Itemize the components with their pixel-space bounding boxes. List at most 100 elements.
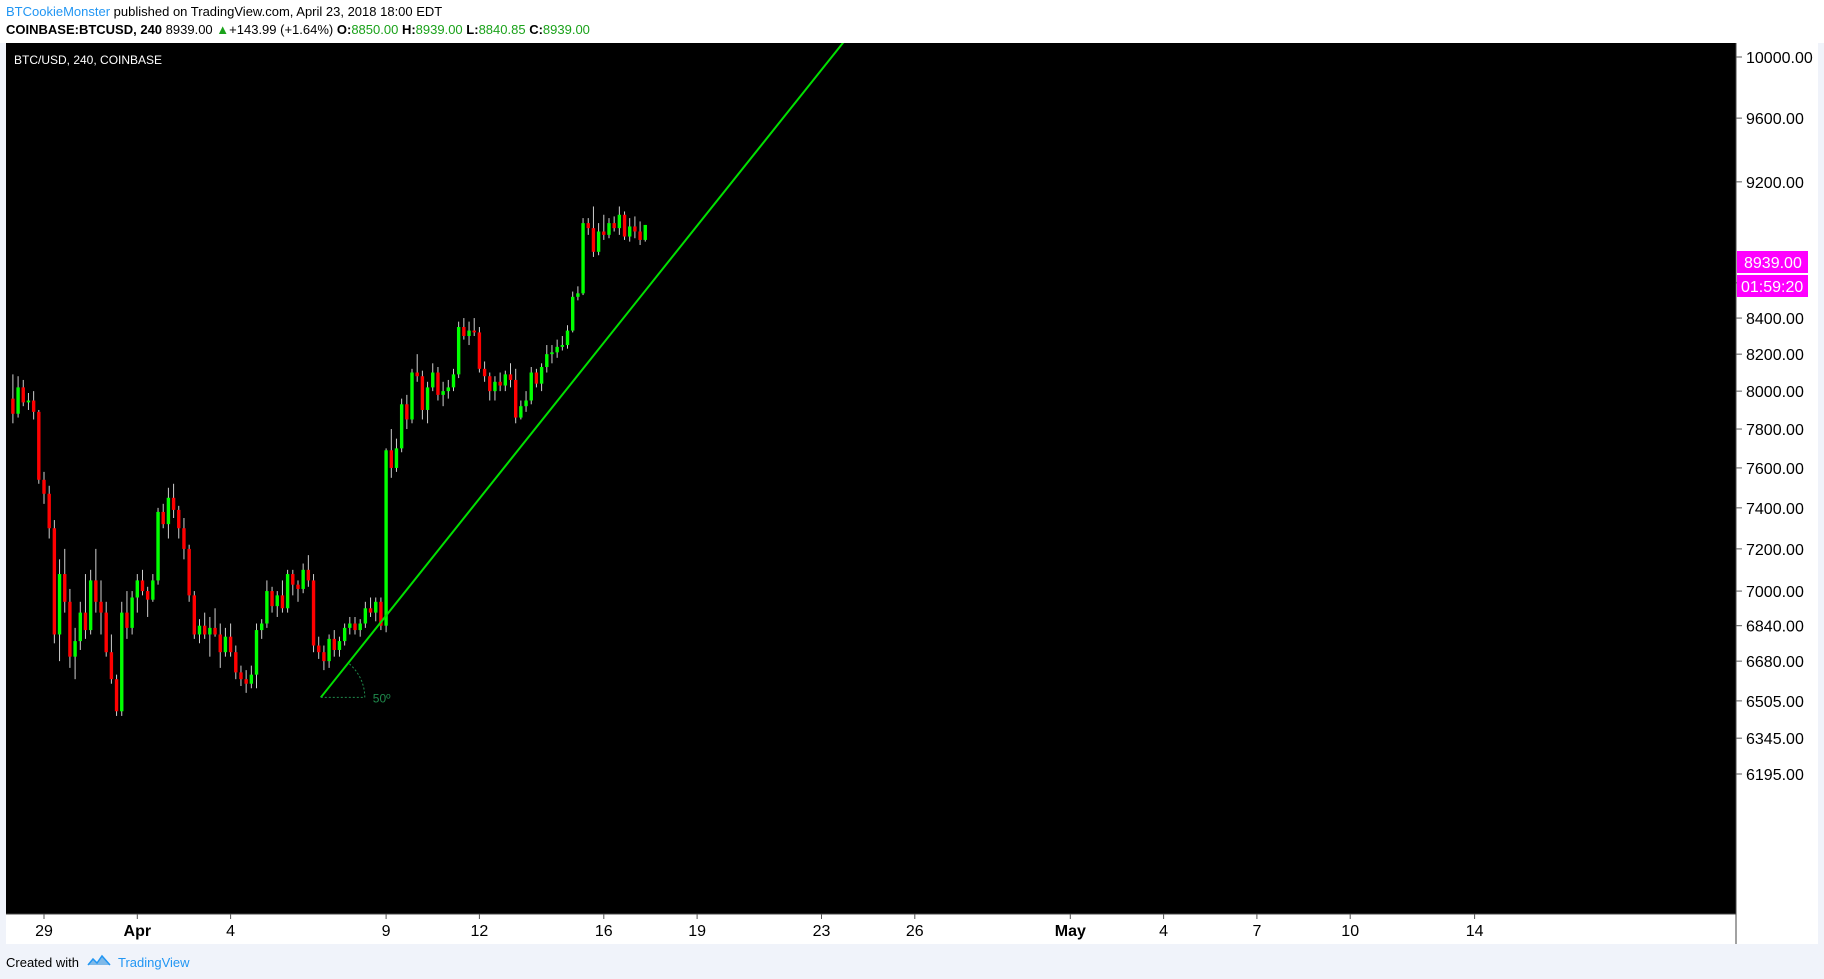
candle[interactable] bbox=[187, 544, 191, 602]
candle[interactable] bbox=[11, 374, 15, 424]
candle[interactable] bbox=[26, 392, 31, 410]
candle[interactable] bbox=[135, 574, 139, 613]
candle[interactable] bbox=[37, 409, 41, 484]
candle[interactable] bbox=[78, 601, 82, 650]
price-axis[interactable] bbox=[1736, 43, 1818, 944]
candle[interactable] bbox=[161, 503, 165, 529]
tradingview-link[interactable]: TradingView bbox=[118, 955, 190, 970]
candle[interactable] bbox=[571, 291, 575, 333]
candle[interactable] bbox=[425, 381, 430, 424]
candle[interactable] bbox=[488, 372, 492, 401]
candle[interactable] bbox=[555, 339, 559, 358]
candle[interactable] bbox=[415, 354, 419, 382]
candle[interactable] bbox=[332, 630, 336, 657]
candle[interactable] bbox=[213, 608, 217, 637]
candle[interactable] bbox=[151, 574, 155, 602]
candle[interactable] bbox=[539, 363, 544, 392]
candle[interactable] bbox=[322, 645, 326, 671]
candle[interactable] bbox=[228, 623, 233, 657]
candle[interactable] bbox=[249, 665, 254, 689]
candle[interactable] bbox=[265, 580, 269, 628]
candle[interactable] bbox=[130, 591, 134, 635]
candle[interactable] bbox=[68, 588, 72, 668]
candle[interactable] bbox=[166, 487, 171, 539]
candle[interactable] bbox=[140, 569, 145, 596]
candle[interactable] bbox=[384, 448, 388, 633]
candle[interactable] bbox=[420, 370, 425, 420]
candle[interactable] bbox=[57, 559, 62, 662]
candle[interactable] bbox=[208, 616, 212, 657]
candle[interactable] bbox=[306, 555, 311, 587]
candle[interactable] bbox=[591, 206, 596, 257]
candle[interactable] bbox=[270, 586, 274, 613]
author-link[interactable]: BTCookieMonster bbox=[6, 4, 111, 19]
candle[interactable] bbox=[576, 286, 580, 301]
candle[interactable] bbox=[431, 363, 435, 392]
candle[interactable] bbox=[462, 318, 466, 340]
candle[interactable] bbox=[586, 218, 590, 235]
candle[interactable] bbox=[545, 345, 549, 373]
candle[interactable] bbox=[451, 368, 456, 392]
candle[interactable] bbox=[394, 438, 399, 472]
candle[interactable] bbox=[42, 471, 46, 504]
candle[interactable] bbox=[317, 636, 321, 659]
candle[interactable] bbox=[63, 548, 67, 613]
candle[interactable] bbox=[327, 634, 331, 668]
candle[interactable] bbox=[239, 665, 243, 686]
candle[interactable] bbox=[622, 211, 627, 240]
candle[interactable] bbox=[638, 221, 642, 246]
candle[interactable] bbox=[441, 381, 445, 407]
candle[interactable] bbox=[311, 574, 316, 653]
candle[interactable] bbox=[374, 597, 378, 622]
candle[interactable] bbox=[291, 569, 295, 596]
trendline-group[interactable]: 50º bbox=[320, 43, 850, 705]
candle[interactable] bbox=[275, 591, 279, 617]
candle[interactable] bbox=[482, 361, 487, 382]
candle[interactable] bbox=[296, 580, 300, 602]
candle[interactable] bbox=[285, 569, 290, 613]
candle[interactable] bbox=[602, 214, 606, 240]
candle[interactable] bbox=[503, 370, 508, 392]
price-chart[interactable]: 50º 10000.009600.009200.008600.008400.00… bbox=[0, 43, 1824, 944]
candle[interactable] bbox=[436, 366, 440, 401]
candle[interactable] bbox=[410, 368, 414, 424]
candle[interactable] bbox=[628, 218, 632, 242]
candle[interactable] bbox=[125, 591, 129, 639]
trend-line[interactable] bbox=[320, 43, 850, 699]
candle[interactable] bbox=[260, 619, 264, 639]
candle[interactable] bbox=[218, 623, 222, 668]
candle[interactable] bbox=[643, 224, 647, 242]
candle[interactable] bbox=[508, 363, 513, 388]
candle[interactable] bbox=[280, 580, 285, 613]
candle[interactable] bbox=[353, 616, 357, 635]
candle[interactable] bbox=[223, 627, 228, 657]
candle[interactable] bbox=[337, 636, 342, 657]
candle[interactable] bbox=[405, 394, 409, 430]
candle[interactable] bbox=[379, 597, 383, 631]
candle[interactable] bbox=[83, 574, 88, 639]
time-axis[interactable] bbox=[6, 914, 1736, 944]
candle[interactable] bbox=[524, 391, 528, 412]
plot-area[interactable] bbox=[6, 43, 1736, 914]
candle[interactable] bbox=[94, 548, 98, 613]
candle[interactable] bbox=[581, 218, 585, 296]
candle[interactable] bbox=[477, 327, 482, 373]
candle[interactable] bbox=[358, 619, 362, 637]
candle[interactable] bbox=[493, 376, 497, 401]
candle[interactable] bbox=[472, 318, 476, 337]
candle[interactable] bbox=[633, 216, 637, 239]
candle[interactable] bbox=[234, 645, 238, 680]
candle[interactable] bbox=[104, 601, 108, 657]
candle[interactable] bbox=[182, 518, 186, 560]
candle[interactable] bbox=[607, 218, 611, 239]
candle[interactable] bbox=[120, 601, 124, 716]
candle[interactable] bbox=[244, 670, 248, 693]
candle[interactable] bbox=[389, 429, 393, 478]
candle[interactable] bbox=[254, 623, 259, 689]
candle[interactable] bbox=[99, 580, 103, 635]
candle[interactable] bbox=[596, 223, 601, 256]
candle[interactable] bbox=[467, 321, 471, 346]
candle[interactable] bbox=[363, 601, 368, 628]
candle[interactable] bbox=[156, 507, 160, 585]
candle[interactable] bbox=[192, 591, 197, 639]
